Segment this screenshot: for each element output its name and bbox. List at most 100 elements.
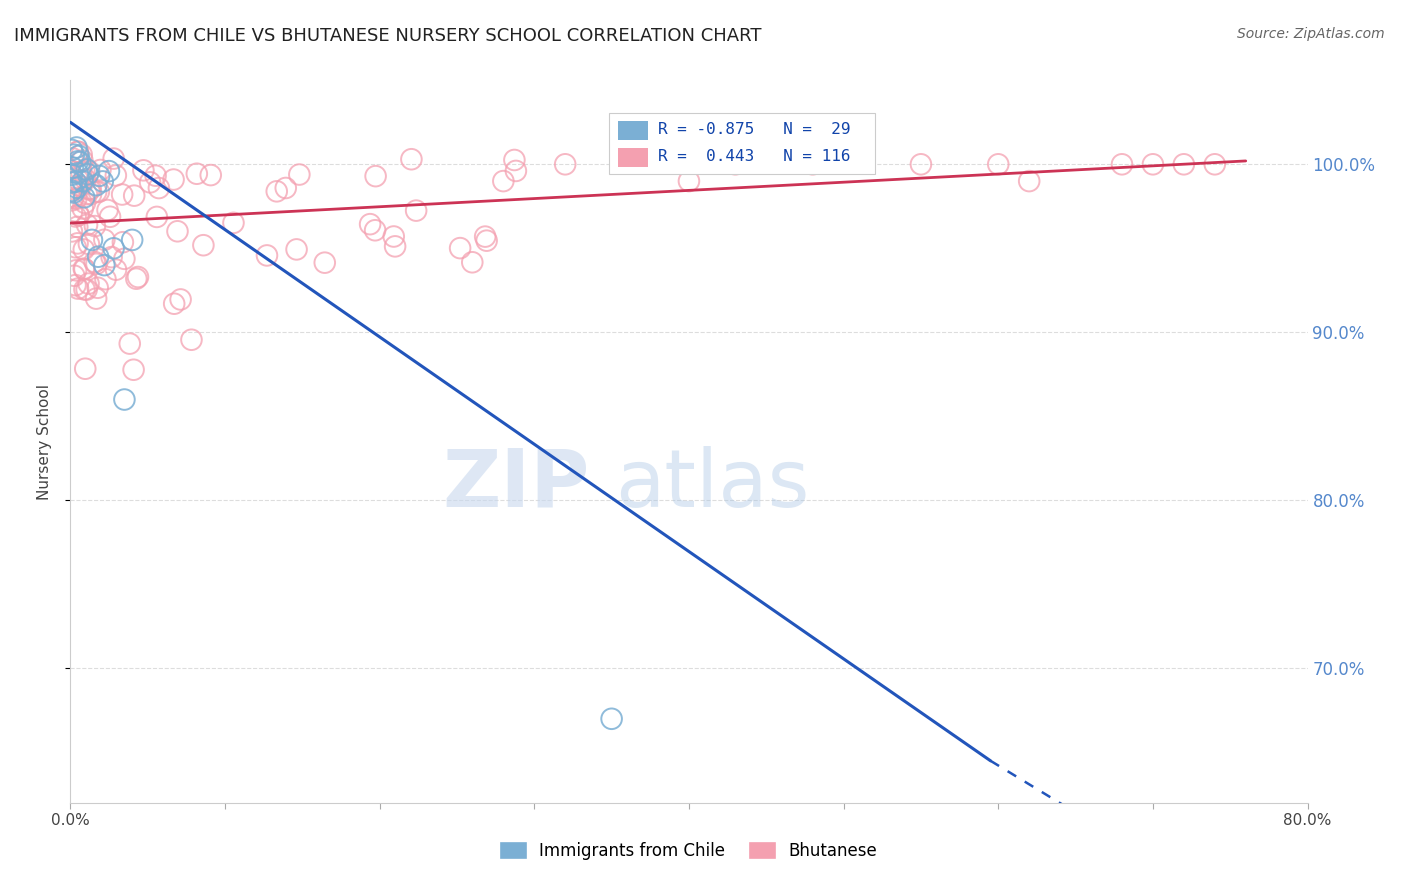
Point: [77, 236, 100, 251]
Point: [600, 712, 623, 726]
Point: [60, 224, 83, 238]
Point: [80, 182, 103, 196]
Point: [62, 186, 84, 200]
Point: [62, 161, 84, 175]
Point: [114, 392, 135, 407]
Point: [65, 263, 87, 277]
Point: [72, 202, 94, 216]
Point: [166, 224, 188, 238]
Point: [256, 248, 278, 262]
Text: atlas: atlas: [614, 446, 808, 524]
Point: [505, 164, 527, 178]
Point: [266, 184, 288, 198]
Point: [83, 219, 105, 233]
Point: [65, 240, 87, 254]
Point: [73, 195, 96, 210]
Point: [93, 233, 115, 247]
Text: R = -0.875   N =  29: R = -0.875 N = 29: [658, 122, 851, 136]
Legend: Immigrants from Chile, Bhutanese: Immigrants from Chile, Bhutanese: [494, 836, 884, 867]
Point: [103, 152, 125, 166]
Point: [66, 166, 89, 180]
Point: [76, 283, 98, 297]
Point: [73, 262, 96, 277]
Point: [65, 278, 87, 293]
Point: [146, 210, 169, 224]
Text: ZIP: ZIP: [443, 446, 591, 524]
Point: [162, 172, 184, 186]
Point: [69, 179, 91, 194]
Point: [80, 187, 103, 202]
Point: [91, 174, 114, 188]
Point: [1142, 157, 1164, 171]
Point: [75, 361, 97, 376]
Point: [1173, 157, 1195, 171]
Point: [127, 270, 149, 285]
Point: [384, 239, 406, 253]
Point: [724, 157, 747, 171]
Point: [80, 233, 103, 247]
Point: [475, 234, 498, 248]
Point: [801, 157, 824, 171]
Point: [111, 235, 134, 250]
Point: [364, 169, 387, 183]
Point: [62, 182, 84, 196]
Point: [86, 257, 108, 271]
Point: [66, 145, 89, 159]
Point: [60, 184, 83, 198]
Point: [73, 282, 96, 296]
Point: [554, 157, 576, 171]
Point: [382, 229, 405, 244]
Point: [66, 219, 89, 234]
Point: [60, 176, 83, 190]
Point: [62, 152, 84, 166]
Point: [76, 162, 98, 177]
Point: [73, 163, 96, 178]
Point: [93, 258, 115, 272]
Point: [274, 181, 297, 195]
Point: [111, 187, 134, 202]
Point: [503, 153, 526, 167]
Point: [193, 238, 215, 252]
Point: [169, 293, 191, 307]
Point: [405, 203, 427, 218]
Point: [94, 272, 117, 286]
Point: [62, 191, 84, 205]
Point: [364, 223, 387, 237]
Bar: [619, 148, 648, 167]
Point: [359, 217, 381, 231]
Point: [67, 173, 90, 187]
Point: [1111, 157, 1133, 171]
Point: [145, 169, 167, 183]
Point: [60, 205, 83, 219]
Point: [125, 271, 148, 285]
Point: [63, 147, 86, 161]
Point: [76, 218, 98, 232]
Point: [222, 216, 245, 230]
Bar: [619, 121, 648, 140]
Point: [79, 182, 101, 196]
Point: [96, 202, 118, 217]
Point: [314, 255, 336, 269]
Point: [66, 154, 89, 169]
Point: [121, 233, 143, 247]
Point: [180, 333, 202, 347]
Point: [89, 169, 111, 183]
Point: [98, 164, 120, 178]
Point: [87, 250, 110, 264]
Point: [449, 241, 471, 255]
Point: [461, 255, 484, 269]
Point: [67, 282, 90, 296]
Point: [148, 181, 170, 195]
Point: [67, 208, 90, 222]
Point: [987, 157, 1010, 171]
Point: [678, 174, 700, 188]
Point: [132, 163, 155, 178]
Text: R =  0.443   N = 116: R = 0.443 N = 116: [658, 149, 851, 163]
Point: [98, 210, 121, 224]
Y-axis label: Nursery School: Nursery School: [37, 384, 52, 500]
Point: [910, 157, 932, 171]
Point: [474, 229, 496, 244]
Point: [63, 268, 86, 283]
Point: [72, 153, 94, 168]
Point: [86, 281, 108, 295]
